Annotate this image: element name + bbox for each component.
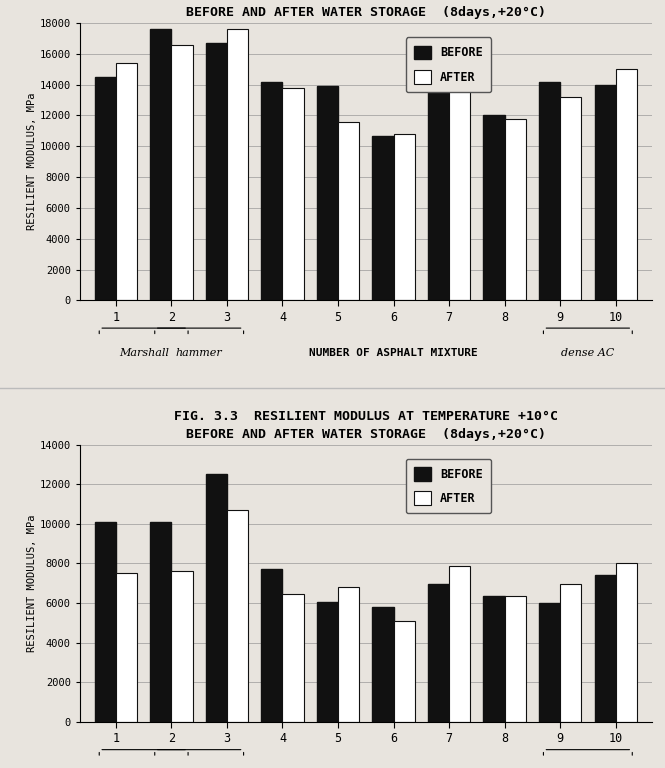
- Bar: [116, 574, 137, 722]
- Bar: [317, 86, 338, 300]
- Bar: [372, 607, 394, 722]
- Bar: [505, 596, 525, 722]
- Legend: BEFORE, AFTER: BEFORE, AFTER: [406, 458, 491, 514]
- Legend: BEFORE, AFTER: BEFORE, AFTER: [406, 38, 491, 92]
- Bar: [338, 121, 359, 300]
- Bar: [150, 521, 172, 722]
- Bar: [206, 475, 227, 722]
- Bar: [95, 521, 116, 722]
- Bar: [394, 621, 414, 722]
- Bar: [483, 596, 505, 722]
- Bar: [595, 84, 616, 300]
- Y-axis label: RESILIENT MODULUS, MPa: RESILIENT MODULUS, MPa: [27, 515, 37, 652]
- Bar: [539, 603, 560, 722]
- Bar: [595, 575, 616, 722]
- Bar: [261, 81, 283, 300]
- Text: Marshall: Marshall: [119, 347, 169, 358]
- Bar: [372, 135, 394, 300]
- Y-axis label: RESILIENT MODULUS, MPa: RESILIENT MODULUS, MPa: [27, 93, 37, 230]
- Text: NUMBER OF ASPHALT MIXTURE: NUMBER OF ASPHALT MIXTURE: [309, 347, 478, 358]
- Bar: [261, 569, 283, 722]
- Bar: [338, 588, 359, 722]
- Bar: [539, 81, 560, 300]
- Title: FIG. 3.3  RESILIENT MODULUS AT TEMPERATURE +10°C
BEFORE AND AFTER WATER STORAGE : FIG. 3.3 RESILIENT MODULUS AT TEMPERATUR…: [174, 409, 558, 441]
- Bar: [317, 602, 338, 722]
- Title: FIG.3.2  RESILIENT MODULUS AT TEMPERATURE +2°C
BEFORE AND AFTER WATER STORAGE  (: FIG.3.2 RESILIENT MODULUS AT TEMPERATURE…: [182, 0, 550, 19]
- Bar: [428, 584, 449, 722]
- Bar: [283, 88, 303, 300]
- Bar: [227, 29, 248, 300]
- Bar: [206, 43, 227, 300]
- Bar: [449, 567, 470, 722]
- Bar: [283, 594, 303, 722]
- Bar: [172, 571, 192, 722]
- Text: dense AC: dense AC: [561, 347, 614, 358]
- Bar: [483, 115, 505, 300]
- Text: hammer: hammer: [176, 347, 223, 358]
- Bar: [394, 134, 414, 300]
- Bar: [227, 510, 248, 722]
- Bar: [560, 584, 581, 722]
- Bar: [505, 118, 525, 300]
- Bar: [116, 63, 137, 300]
- Bar: [150, 29, 172, 300]
- Bar: [428, 75, 449, 300]
- Bar: [616, 564, 636, 722]
- Bar: [172, 45, 192, 300]
- Bar: [616, 69, 636, 300]
- Bar: [449, 86, 470, 300]
- Bar: [95, 77, 116, 300]
- Bar: [560, 97, 581, 300]
